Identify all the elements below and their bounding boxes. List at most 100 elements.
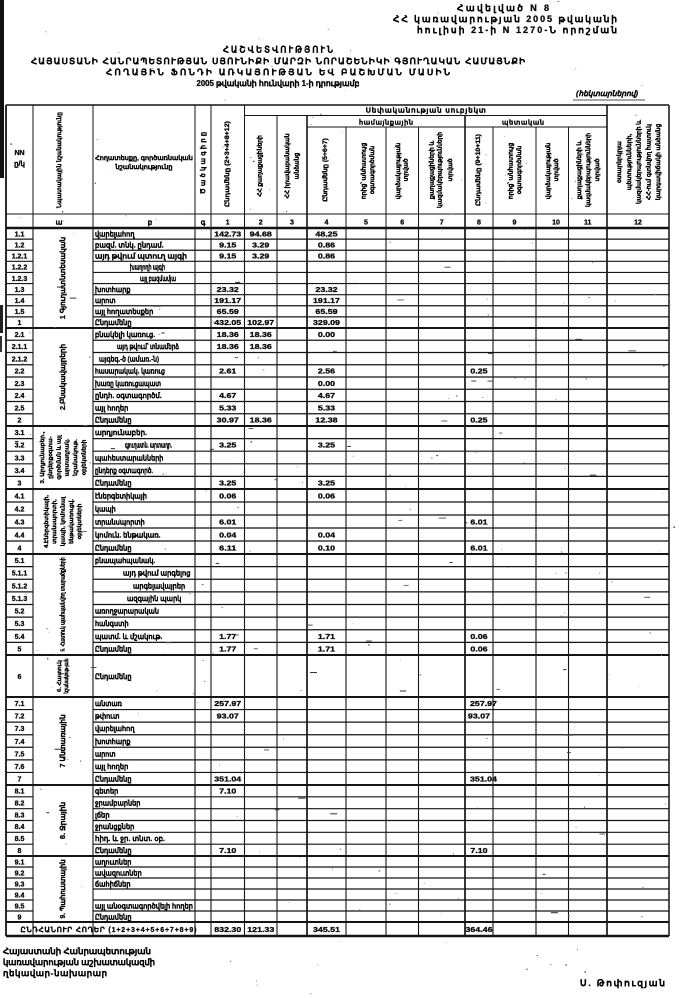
svg-text:93.07: 93.07 <box>217 712 239 721</box>
svg-text:2.4: 2.4 <box>15 393 25 400</box>
svg-text:կապի: կապի <box>95 504 116 513</box>
svg-text:4.2: 4.2 <box>15 506 25 513</box>
svg-text:65.59: 65.59 <box>217 307 239 316</box>
svg-text:2.Բնակավայրերի: 2.Բնակավայրերի <box>59 344 67 410</box>
svg-text:անձանց: անձանց <box>294 153 301 180</box>
svg-text:18.36: 18.36 <box>217 330 239 339</box>
svg-text:այդ թվում՝ տնամերձ: այդ թվում՝ տնամերձ <box>117 342 179 351</box>
svg-text:արոտ: արոտ <box>95 749 116 758</box>
svg-text:191.17: 191.17 <box>313 296 340 305</box>
svg-text:2.61: 2.61 <box>219 367 236 376</box>
svg-text:0.00: 0.00 <box>318 330 335 339</box>
svg-text:այլ հողեր: այլ հողեր <box>95 402 129 412</box>
svg-text:ջրամբարներ: ջրամբարներ <box>95 799 141 808</box>
svg-text:արդյունաբեր.: արդյունաբեր. <box>95 428 147 437</box>
svg-text:ավազուտներ: ավազուտներ <box>95 868 142 877</box>
svg-text:0.00: 0.00 <box>318 379 335 388</box>
svg-text:7.10: 7.10 <box>470 846 487 855</box>
svg-text:5: 5 <box>18 646 22 653</box>
svg-text:այլ բազմամյա: այլ բազմամյա <box>140 274 176 283</box>
svg-text:3.25: 3.25 <box>219 441 236 450</box>
svg-text:18.36: 18.36 <box>250 330 272 339</box>
svg-text:8.5: 8.5 <box>15 836 25 843</box>
svg-text:8.3: 8.3 <box>15 812 25 819</box>
svg-text:2: 2 <box>259 220 263 227</box>
svg-text:9: 9 <box>513 220 517 227</box>
svg-text:վարձակալության: վարձակալության <box>395 143 402 200</box>
svg-text:8.1: 8.1 <box>15 789 25 796</box>
svg-text:7: 7 <box>18 777 22 784</box>
svg-text:ջրանցքներ: ջրանցքներ <box>95 822 134 832</box>
svg-text:հասարակակ. կառուց: հասարակակ. կառուց <box>95 366 165 377</box>
svg-text:9: 9 <box>18 914 22 921</box>
svg-text:1 Գյուղատնտեսական: 1 Գյուղատնտեսական <box>59 237 67 319</box>
svg-text:(հեկտարներով): (հեկտարներով) <box>576 89 638 98</box>
svg-text:ՀՀ կառավարության 2005 թվականի: ՀՀ կառավարության 2005 թվականի <box>393 14 617 25</box>
svg-text:8: 8 <box>477 220 481 227</box>
svg-text:0.06: 0.06 <box>219 491 236 500</box>
svg-text:որից՝ անհատույց: որից՝ անհատույց <box>507 143 515 200</box>
svg-text:թփուտ: թփուտ <box>95 712 120 721</box>
svg-text:արտադրակ.: արտադրակ. <box>64 438 71 476</box>
svg-text:5: 5 <box>364 220 368 227</box>
svg-text:ընդհ. օգտագործմ.: ընդհ. օգտագործմ. <box>95 390 162 400</box>
svg-text:խաղողի այգի: խաղողի այգի <box>130 263 165 272</box>
svg-text:345.51: 345.51 <box>313 925 340 934</box>
svg-text:տրված: տրված <box>447 158 454 181</box>
svg-text:5.33: 5.33 <box>219 403 236 412</box>
svg-text:3.25: 3.25 <box>318 441 335 450</box>
svg-text:7.3: 7.3 <box>15 726 25 733</box>
svg-text:ընդերք օգտագործ.: ընդերք օգտագործ. <box>95 466 153 475</box>
svg-text:1.5: 1.5 <box>15 309 25 316</box>
svg-text:պետական: պետական <box>502 119 544 127</box>
svg-text:անտառ: անտառ <box>95 699 123 708</box>
svg-text:93.07: 93.07 <box>468 712 490 721</box>
svg-text:նշանակութ-յան: նշանակութ-յան <box>63 658 70 694</box>
svg-text:2.2: 2.2 <box>15 369 25 376</box>
svg-text:Ս. Թոփուզյան: Ս. Թոփուզյան <box>580 978 665 989</box>
svg-text:տրված: տրված <box>553 158 560 181</box>
svg-text:հանգստի: հանգստի <box>95 618 129 628</box>
svg-text:3: 3 <box>290 220 294 227</box>
svg-text:օտարերկրյա: օտարերկրյա <box>616 141 623 183</box>
svg-text:94.68: 94.68 <box>250 229 272 238</box>
svg-text:6. Հատուկ: 6. Հատուկ <box>56 660 63 692</box>
svg-text:Ընդամենը: Ընդամենը <box>95 416 132 425</box>
svg-text:832.30: 832.30 <box>214 925 241 934</box>
svg-text:1.3: 1.3 <box>15 287 25 294</box>
svg-text:բնապահպանակ.: բնապահպանակ. <box>95 555 155 565</box>
svg-text:0.86: 0.86 <box>318 252 335 261</box>
svg-text:ՀՀ քաղաքացիների: ՀՀ քաղաքացիների <box>257 135 264 197</box>
svg-text:0.25: 0.25 <box>470 416 487 425</box>
svg-text:3.1: 3.1 <box>15 430 25 437</box>
svg-text:Հողատեսքը, գործառնական: Հողատեսքը, գործառնական <box>95 154 193 162</box>
svg-text:5.1.2: 5.1.2 <box>12 583 28 590</box>
svg-text:վարելահող: վարելահող <box>95 228 136 238</box>
svg-text:2.1: 2.1 <box>15 332 25 339</box>
svg-text:բ: բ <box>148 220 152 227</box>
svg-text:կազմակերպությունների և: կազմակերպությունների և <box>636 120 643 204</box>
svg-text:4.67: 4.67 <box>219 391 236 400</box>
svg-text:5.33: 5.33 <box>318 403 335 412</box>
svg-text:համայնքային: համայնքային <box>359 118 413 127</box>
svg-text:2005 թվականի հունվարի 1-ի դրու: 2005 թվականի հունվարի 1-ի դրությամբ <box>197 78 360 88</box>
svg-text:լճեր: լճեր <box>95 810 110 819</box>
svg-text:հուլիսի 21-ի N 1270-Ն որոշման: հուլիսի 21-ի N 1270-Ն որոշման <box>417 24 617 36</box>
svg-text:0.25: 0.25 <box>470 367 487 376</box>
svg-text:10: 10 <box>552 220 560 227</box>
svg-text:364.46: 364.46 <box>466 925 493 934</box>
svg-text:4.67: 4.67 <box>318 391 335 400</box>
svg-text:5.1.1: 5.1.1 <box>12 571 28 578</box>
svg-text:48.25: 48.25 <box>315 229 337 238</box>
svg-text:0.06: 0.06 <box>470 644 487 653</box>
svg-text:խոտհարք: խոտհարք <box>95 284 131 294</box>
svg-text:ենթակառուցվ.: ենթակառուցվ. <box>68 499 75 544</box>
svg-text:6: 6 <box>18 674 22 681</box>
svg-text:257.97: 257.97 <box>214 699 241 708</box>
svg-text:գյուղատն. արտադր.: գյուղատն. արտադր. <box>125 441 172 450</box>
svg-text:տրված: տրված <box>403 158 410 181</box>
svg-text:ը/կ: ը/կ <box>14 160 25 168</box>
svg-text:ԸՆԴՀԱՆՈՒՐ ՀՈՂԵՐ (1+2+3+4+5+6+7: ԸՆԴՀԱՆՈՒՐ ՀՈՂԵՐ (1+2+3+4+5+6+7+8+9) <box>21 926 197 934</box>
svg-text:4.1: 4.1 <box>15 493 25 500</box>
svg-text:5.1.3: 5.1.3 <box>12 596 28 603</box>
